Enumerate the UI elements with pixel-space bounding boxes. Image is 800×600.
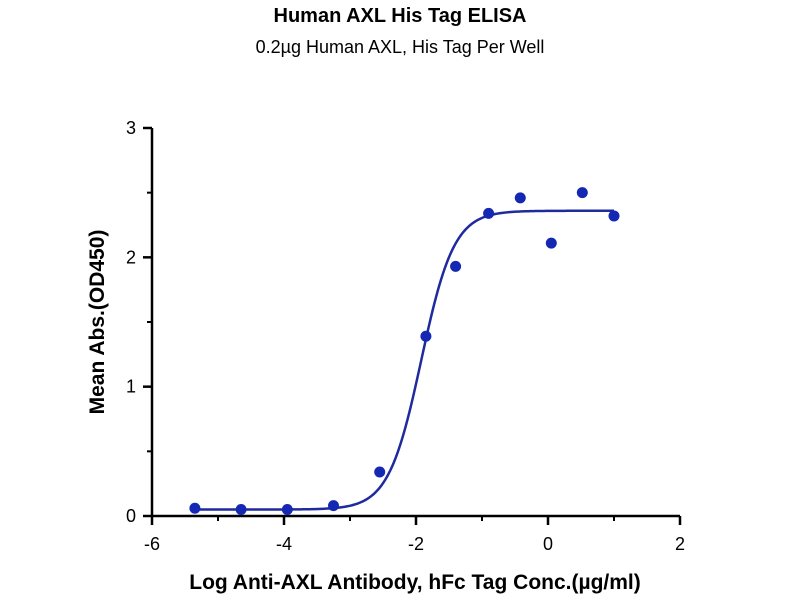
x-tick-label: -4 <box>276 534 292 554</box>
fit-curve-layer <box>194 209 614 511</box>
axes: 0 1 2 3 -6 -4 -2 0 2 <box>126 118 685 554</box>
data-point <box>576 187 588 199</box>
data-point <box>514 192 526 204</box>
data-point <box>545 237 557 249</box>
data-point <box>450 260 462 272</box>
data-point <box>189 502 201 514</box>
x-axis-label: Log Anti-AXL Antibody, hFc Tag Conc.(µg/… <box>189 571 641 594</box>
data-point <box>328 500 339 512</box>
y-tick-label: 0 <box>126 506 136 526</box>
chart-title: Human AXL His Tag ELISA <box>273 5 527 27</box>
data-point <box>281 504 293 516</box>
x-tick-label: 0 <box>543 534 553 554</box>
data-point <box>483 207 495 219</box>
x-tick-label: 2 <box>675 534 685 554</box>
chart-subtitle: 0.2µg Human AXL, His Tag Per Well <box>255 37 545 57</box>
x-tick-label: -6 <box>144 534 160 554</box>
data-points <box>189 187 620 516</box>
fit-curve <box>194 209 614 511</box>
data-point <box>374 466 386 478</box>
y-tick-label: 3 <box>126 118 136 138</box>
data-point <box>420 330 432 342</box>
x-tick-label: -2 <box>408 534 424 554</box>
y-axis-label: Mean Abs.(OD450) <box>86 230 109 415</box>
data-point <box>235 504 247 516</box>
y-tick-label: 2 <box>126 247 136 267</box>
y-tick-label: 1 <box>126 377 136 397</box>
data-point <box>608 210 620 222</box>
